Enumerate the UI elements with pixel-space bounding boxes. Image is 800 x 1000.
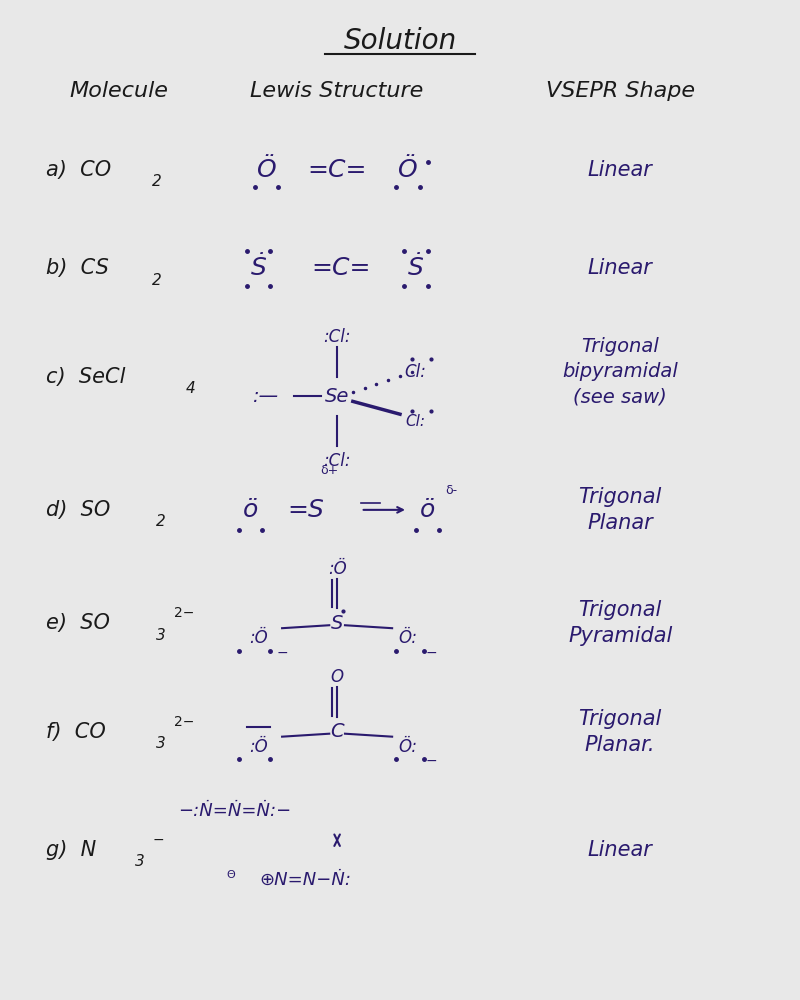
Text: Trigonal
bipyramidal
(see saw): Trigonal bipyramidal (see saw) [562,337,678,406]
Text: 2−: 2− [174,606,194,620]
Text: =S: =S [287,498,324,522]
Text: 2: 2 [152,273,162,288]
Text: Ö:: Ö: [398,629,418,647]
Text: VSEPR Shape: VSEPR Shape [546,81,694,101]
Text: Linear: Linear [588,840,653,860]
Text: Se: Se [325,387,350,406]
Text: Ö:: Ö: [398,738,418,756]
Text: Molecule: Molecule [70,81,169,101]
Text: Cl:: Cl: [406,414,426,429]
Text: a)  CO: a) CO [46,160,111,180]
Text: :—: :— [254,387,279,406]
Text: C: C [330,722,344,741]
Text: Ṡ: Ṡ [250,256,266,280]
Text: e)  SO: e) SO [46,613,110,633]
Text: 2−: 2− [174,715,194,729]
Text: Cl:: Cl: [405,363,426,381]
Text: 2: 2 [156,514,166,529]
Text: −: − [152,833,164,847]
Text: f)  CO: f) CO [46,722,106,742]
Text: :Cl:: :Cl: [323,328,351,346]
Text: S: S [331,614,343,633]
Text: 3: 3 [156,628,166,643]
Text: Lewis Structure: Lewis Structure [250,81,424,101]
Text: 3: 3 [156,736,166,751]
Text: Trigonal
Planar: Trigonal Planar [578,487,662,533]
Text: −:Ṅ=Ṅ=Ṅ:−: −:Ṅ=Ṅ=Ṅ:− [178,802,291,820]
Text: d)  SO: d) SO [46,500,110,520]
Text: =C=: =C= [307,158,367,182]
Text: Θ: Θ [226,870,235,880]
Text: c)  SeCl: c) SeCl [46,367,126,387]
Text: Ö: Ö [257,158,276,182]
Text: Trigonal
Planar.: Trigonal Planar. [578,709,662,755]
Text: Linear: Linear [588,258,653,278]
Text: Linear: Linear [588,160,653,180]
Text: :Ö: :Ö [249,738,268,756]
Text: ö: ö [420,498,435,522]
Text: 3: 3 [135,854,145,869]
Text: δ-: δ- [445,484,457,497]
Text: 2: 2 [152,174,162,189]
Text: Ö: Ö [398,158,418,182]
Text: Trigonal
Pyramidal: Trigonal Pyramidal [568,600,672,646]
Text: O: O [330,669,344,687]
Text: −: − [426,754,438,768]
Text: b)  CS: b) CS [46,258,109,278]
Text: Ṡ: Ṡ [408,256,424,280]
Text: :Ö: :Ö [249,629,268,647]
Text: g)  N: g) N [46,840,97,860]
Text: :Ö: :Ö [328,560,346,578]
Text: 4: 4 [186,381,196,396]
Text: −: − [426,646,438,660]
Text: ö: ö [243,498,258,522]
Text: Solution: Solution [343,27,457,55]
Text: δ+: δ+ [320,464,338,477]
Text: −: − [276,646,288,660]
Text: :Cl:: :Cl: [323,452,351,470]
Text: ⊕N=N−Ṅ:: ⊕N=N−Ṅ: [260,871,352,889]
Text: =C=: =C= [311,256,370,280]
